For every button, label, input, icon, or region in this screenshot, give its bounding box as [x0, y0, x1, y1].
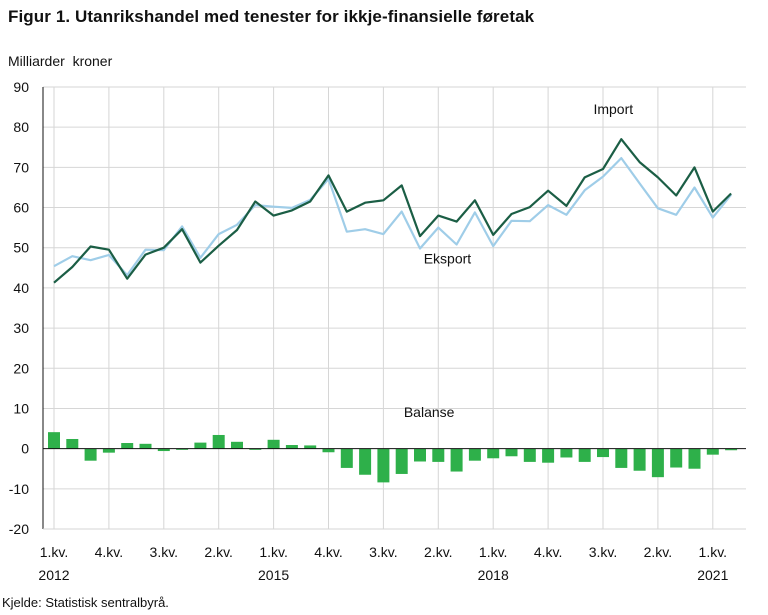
x-tick-label: 1.kv. — [259, 544, 288, 560]
bar-balanse — [615, 448, 628, 468]
bar-balanse — [176, 448, 189, 450]
bar-balanse — [231, 441, 243, 449]
x-tick-label: 1.kv. — [479, 544, 508, 560]
y-tick-label: -20 — [9, 521, 29, 537]
axes — [42, 87, 746, 530]
bar-balanse — [670, 448, 683, 468]
x-tick-label: 3.kv. — [150, 544, 179, 560]
bar-balanse — [267, 439, 280, 449]
y-tick-label: 40 — [13, 280, 29, 296]
bar-balanse — [322, 448, 335, 453]
y-tick-label: -10 — [9, 481, 29, 497]
bar-balanse — [395, 448, 408, 474]
x-tick-label: 2.kv. — [204, 544, 233, 560]
x-tick-label: 4.kv. — [95, 544, 124, 560]
bar-balanse — [48, 432, 60, 449]
bar-balanse — [706, 448, 719, 455]
y-tick-label: 50 — [13, 240, 29, 256]
bar-balanse — [688, 448, 701, 469]
bar-balanse — [487, 448, 500, 459]
bar-balanse — [560, 448, 573, 458]
y-axis-ticks: -20 -10 0 10 20 30 40 50 60 70 80 90 — [9, 79, 29, 537]
line-import — [53, 138, 732, 284]
chart-title: Figur 1. Utanrikshandel med tenester for… — [8, 7, 535, 26]
annotation-import: Import — [593, 101, 633, 117]
x-tick-label: 1.kv. — [40, 544, 69, 560]
bar-balanse — [432, 448, 445, 462]
bar-balanse — [194, 442, 207, 449]
bar-balanse — [377, 448, 390, 483]
y-tick-label: 80 — [13, 119, 29, 135]
x-tick-label: 2.kv. — [644, 544, 673, 560]
bar-balanse — [523, 448, 536, 462]
bar-balanse — [285, 445, 298, 449]
bar-balanse — [249, 448, 262, 450]
x-tick-label: 4.kv. — [534, 544, 563, 560]
bar-balanse — [450, 448, 463, 472]
bar-balanse — [84, 448, 97, 461]
bar-balanse — [340, 448, 353, 468]
bar-balanse — [414, 448, 426, 462]
bar-balanse — [359, 448, 372, 475]
x-tick-year-label: 2012 — [38, 567, 69, 583]
bar-balanse — [468, 448, 481, 461]
bar-balanse — [505, 448, 518, 457]
annotation-balanse: Balanse — [404, 404, 455, 420]
y-tick-label: 60 — [13, 200, 29, 216]
series-lines — [53, 138, 732, 284]
y-tick-label: 20 — [13, 360, 29, 376]
bar-balanse — [597, 448, 609, 458]
annotations: Import Eksport Balanse — [404, 101, 633, 420]
y-tick-label: 70 — [13, 159, 29, 175]
bar-balanse — [212, 434, 225, 449]
x-tick-label: 3.kv. — [369, 544, 398, 560]
x-tick-year-label: 2021 — [697, 567, 728, 583]
x-tick-label: 2.kv. — [424, 544, 453, 560]
line-eksport — [53, 157, 732, 277]
bar-balanse — [139, 443, 152, 449]
bar-balanse — [542, 448, 555, 463]
y-tick-label: 10 — [13, 400, 29, 416]
balanse-bars — [48, 432, 738, 483]
x-tick-label: 3.kv. — [589, 544, 618, 560]
x-tick-label: 4.kv. — [314, 544, 343, 560]
bar-balanse — [651, 448, 664, 478]
x-tick-year-label: 2015 — [258, 567, 289, 583]
bar-balanse — [725, 448, 738, 451]
bar-balanse — [157, 448, 170, 452]
y-tick-label: 90 — [13, 79, 29, 95]
bar-balanse — [633, 448, 646, 471]
x-axis-ticks: 1.kv. 2012 4.kv. 3.kv. 2.kv. 1.kv. 2015 4.kv. 3.… — [38, 544, 728, 583]
source-note: Kjelde: Statistisk sentralbyrå. — [2, 595, 169, 610]
bar-balanse — [66, 438, 79, 449]
y-tick-label: 0 — [21, 441, 29, 457]
bar-balanse — [578, 448, 591, 462]
x-tick-year-label: 2018 — [478, 567, 509, 583]
bar-balanse — [102, 448, 115, 453]
y-axis-unit-label: Milliarder kroner — [8, 53, 113, 69]
x-tick-label: 1.kv. — [699, 544, 728, 560]
bar-balanse — [304, 445, 317, 449]
y-tick-label: 30 — [13, 320, 29, 336]
bar-balanse — [121, 443, 134, 449]
annotation-eksport: Eksport — [424, 251, 472, 267]
